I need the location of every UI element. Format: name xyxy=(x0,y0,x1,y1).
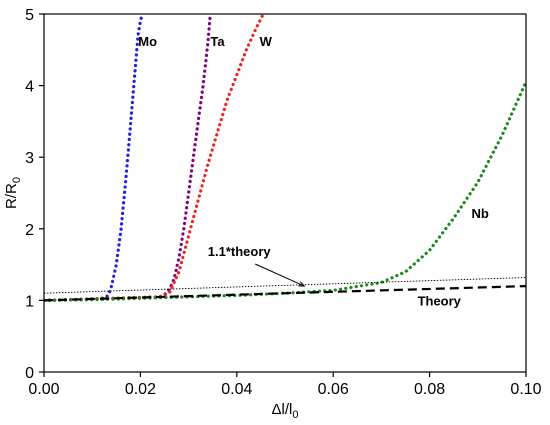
series-label-w: W xyxy=(260,34,273,49)
plot-frame xyxy=(43,13,527,373)
series-line-1-1-theory xyxy=(44,277,526,294)
series-line-w xyxy=(44,14,265,302)
axes: 0.00 0.02 0.04 0.06 0.08 0.10 0 1 2 3 4 5 Δl/l0 R/R0 xyxy=(3,7,542,421)
labels: Mo Ta W Nb 1.1*theory Theory xyxy=(138,34,489,308)
series-label-ta: Ta xyxy=(210,34,225,49)
series-label-theory: Theory xyxy=(418,293,462,308)
x-tick-label: 0.10 xyxy=(510,381,541,398)
y-tick-label: 3 xyxy=(25,150,34,167)
y-tick-label: 0 xyxy=(25,365,34,382)
series-line-theory xyxy=(44,285,526,302)
x-tick-label: 0.04 xyxy=(221,381,252,398)
x-tick-label: 0.00 xyxy=(28,381,59,398)
series-label-mo: Mo xyxy=(138,34,157,49)
y-tick-label: 5 xyxy=(25,7,34,24)
y-tick-label: 2 xyxy=(25,222,34,239)
x-tick-label: 0.08 xyxy=(414,381,445,398)
series-label-nb: Nb xyxy=(472,206,489,221)
x-tick-label: 0.02 xyxy=(125,381,156,398)
annotation-arrow-head xyxy=(298,281,306,287)
series-layer xyxy=(44,14,526,302)
y-axis-label: R/R0 xyxy=(3,177,23,209)
x-tick-label: 0.06 xyxy=(318,381,349,398)
series-line-mo xyxy=(44,14,144,302)
series-label-1-1-theory: 1.1*theory xyxy=(208,244,272,259)
y-tick-label: 1 xyxy=(25,293,34,310)
annotation-arrow xyxy=(255,263,305,287)
y-tick-label: 4 xyxy=(25,79,34,96)
series-line-ta xyxy=(44,14,212,302)
x-axis-label: Δl/l0 xyxy=(272,401,299,421)
series-line-nb xyxy=(44,80,526,302)
